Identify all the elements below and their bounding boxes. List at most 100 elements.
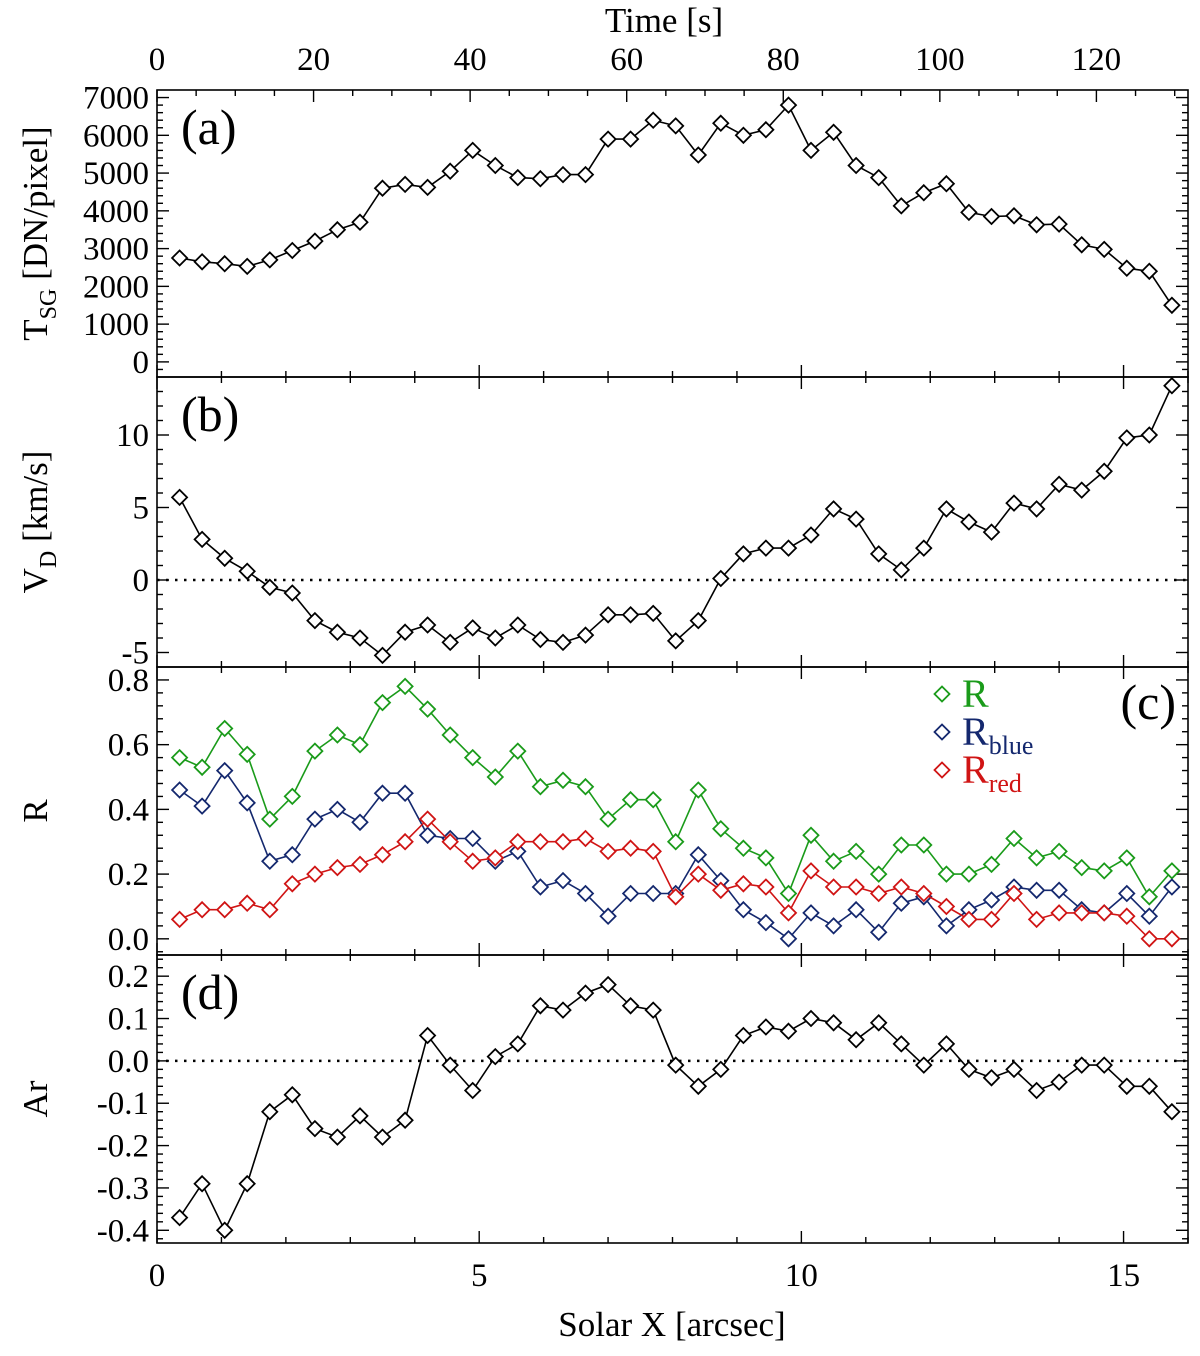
data-point-marker: [306, 865, 324, 883]
data-point-marker: [554, 633, 572, 652]
y-tick-label: 0.1: [108, 1002, 149, 1038]
data-point-marker: [238, 1174, 256, 1193]
y-tick-label: 0.0: [108, 1044, 149, 1080]
data-point-marker: [960, 513, 978, 531]
data-point-marker: [1140, 262, 1159, 281]
data-point-marker: [261, 251, 279, 269]
data-point-marker: [396, 623, 414, 641]
x-top-tick-label: 120: [1072, 42, 1122, 78]
data-point-marker: [328, 623, 347, 641]
data-point-marker: [1140, 426, 1159, 444]
data-point-marker: [757, 1018, 775, 1036]
data-point-marker: [261, 852, 279, 870]
data-point-marker: [576, 884, 595, 903]
x-top-tick-label: 20: [297, 42, 330, 78]
data-point-marker: [261, 578, 279, 597]
data-point-marker: [509, 616, 527, 634]
series-ar: [170, 975, 1181, 1240]
data-point-marker: [283, 241, 302, 260]
y-tick-label: 4000: [83, 194, 149, 230]
data-point-marker: [373, 179, 392, 197]
legend-label: R: [962, 671, 989, 716]
data-point-marker: [666, 1056, 685, 1074]
data-point-marker: [779, 904, 798, 922]
y-tick-label: 0.2: [108, 959, 149, 995]
data-point-marker: [892, 561, 911, 579]
data-point-marker: [757, 120, 775, 139]
data-point-marker: [1005, 829, 1023, 848]
data-point-marker: [802, 862, 820, 880]
data-point-marker: [531, 832, 550, 851]
panel-2: -5 0 5 10 VD [km/s] (b): [16, 376, 1189, 672]
data-point-marker: [689, 611, 708, 630]
panel-frame: [156, 666, 1189, 956]
data-point-marker: [644, 842, 662, 861]
data-point-marker: [937, 917, 956, 935]
data-point-marker: [712, 114, 730, 132]
y-axis-title-subscript: D: [36, 551, 62, 568]
y-tick-label: 10: [116, 418, 149, 454]
data-point-marker: [283, 875, 302, 893]
data-point-marker: [215, 254, 234, 273]
data-point-marker: [869, 923, 888, 942]
data-point-marker: [261, 900, 279, 919]
data-point-marker: [396, 832, 414, 851]
data-point-marker: [193, 253, 211, 271]
y-tick-label: 7000: [83, 81, 149, 117]
data-point-marker: [351, 735, 369, 754]
data-point-marker: [644, 790, 662, 809]
data-point-marker: [418, 1026, 437, 1045]
data-point-marker: [1072, 1056, 1091, 1074]
y-tick-label: 0.8: [108, 663, 149, 699]
data-point-marker: [779, 930, 798, 948]
data-point-marker: [283, 787, 302, 806]
data-point-marker: [396, 1111, 414, 1129]
data-point-marker: [599, 907, 617, 925]
data-point-marker: [193, 797, 211, 815]
data-point-marker: [779, 96, 798, 114]
data-point-marker: [373, 845, 392, 864]
y-axis-title-rest: [km/s]: [16, 451, 55, 551]
data-point-marker: [441, 633, 459, 652]
data-point-marker: [373, 693, 392, 712]
y-tick-label: 3000: [83, 232, 149, 268]
data-point-marker: [463, 829, 482, 848]
data-point-marker: [531, 630, 550, 649]
y-axis-title-main: R: [16, 799, 55, 823]
data-point-marker: [531, 169, 550, 188]
data-point-marker: [847, 510, 865, 528]
data-point-marker: [554, 871, 572, 890]
data-point-marker: [621, 884, 640, 903]
data-point-marker: [418, 700, 437, 718]
data-point-marker: [847, 878, 865, 896]
data-point-marker: [666, 888, 685, 906]
data-point-marker: [847, 900, 865, 919]
data-point-marker: [463, 619, 482, 637]
data-point-marker: [351, 813, 369, 832]
data-point-marker: [621, 606, 640, 624]
data-point-marker: [1163, 296, 1181, 315]
data-point-marker: [847, 156, 865, 175]
x-top-tick-label: 80: [767, 42, 800, 78]
data-point-marker: [509, 742, 527, 760]
data-point-marker: [1095, 1056, 1113, 1074]
data-point-marker: [351, 629, 369, 647]
data-point-marker: [1095, 462, 1113, 481]
data-point-marker: [1005, 494, 1023, 512]
data-point-marker: [554, 165, 572, 184]
data-point-marker: [802, 526, 820, 544]
data-point-marker: [712, 569, 730, 588]
data-point-marker: [1118, 884, 1136, 903]
data-point-marker: [599, 606, 617, 624]
y-axis-title: R: [16, 799, 55, 823]
y-axis-title: Ar: [16, 1080, 55, 1117]
data-point-marker: [170, 488, 189, 507]
data-point-marker: [644, 604, 662, 623]
data-point-marker: [576, 777, 595, 796]
data-point-marker: [463, 852, 482, 870]
data-point-marker: [463, 748, 482, 767]
legend-marker: [933, 723, 951, 741]
data-point-marker: [486, 1047, 505, 1066]
data-point-marker: [734, 900, 753, 919]
